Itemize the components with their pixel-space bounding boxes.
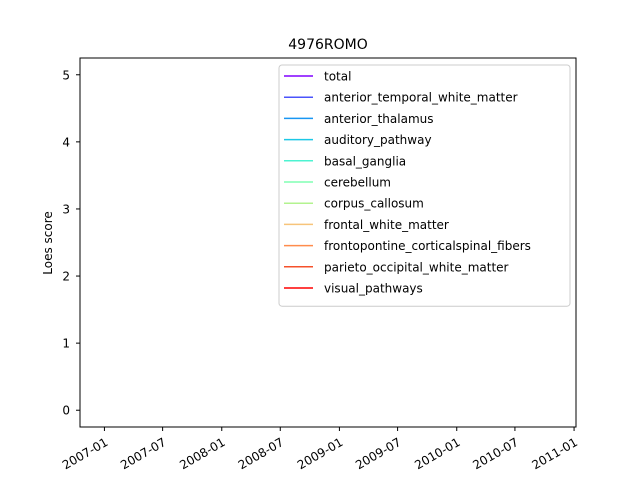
x-tick-label: 2009-01 [295,435,345,472]
y-tick-label: 0 [62,404,70,418]
x-tick-label: 2008-01 [177,435,227,472]
x-tick-label: 2009-07 [353,435,403,472]
x-tick-label: 2010-07 [470,435,520,472]
legend-label: corpus_callosum [324,197,424,211]
x-tick-label: 2010-01 [412,435,462,472]
legend-label: auditory_pathway [324,133,432,147]
legend-label: visual_pathways [324,282,423,296]
legend-label: parieto_occipital_white_matter [324,260,509,274]
legend: total anterior_temporal_white_matteranter… [278,64,571,307]
x-tick-label: 2008-07 [236,435,286,472]
legend-label: anterior_temporal_white_matter [324,91,518,105]
y-tick-label: 1 [62,337,70,351]
chart-title: 4976ROMO [288,37,367,53]
legend-label: frontal_white_matter [324,218,449,232]
legend-label: frontopontine_corticalspinal_fibers [324,239,531,253]
legend-label: total [324,70,351,84]
plot-area [79,57,577,428]
y-tick-label: 5 [62,68,70,82]
x-tick-label: 2007-01 [60,435,110,472]
legend-label: anterior_thalamus [324,112,434,126]
y-tick-label: 3 [62,202,70,216]
x-tick-label: 2011-01 [530,435,580,472]
y-axis-label: Loes score [41,211,55,275]
legend-label: basal_ganglia [324,154,406,168]
legend-label: cerebellum [324,176,391,190]
x-tick-label: 2007-07 [118,435,168,472]
legend-box [278,64,571,307]
y-tick-label: 4 [62,135,70,149]
y-tick-label: 2 [62,270,70,284]
